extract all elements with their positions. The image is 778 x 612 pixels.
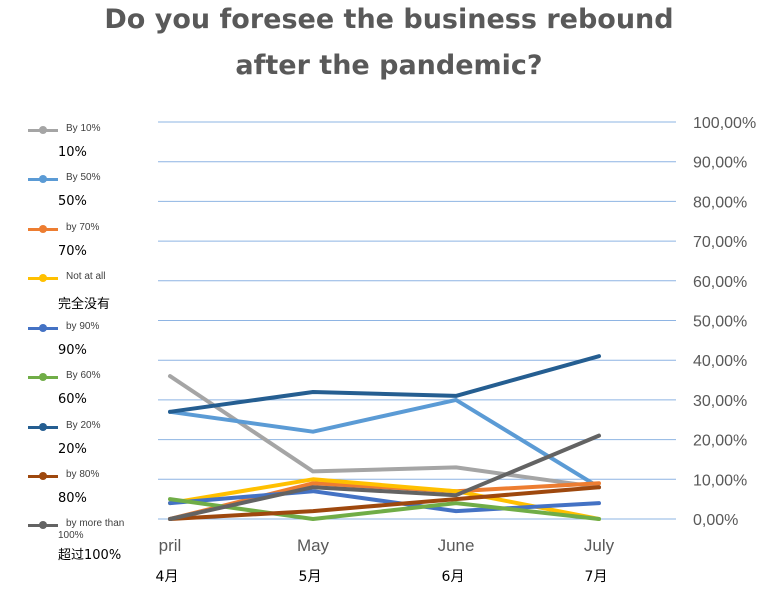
- legend-marker: [39, 472, 47, 480]
- legend-sublabel: 60%: [58, 392, 87, 407]
- y-tick-label: 0,00%: [693, 512, 738, 529]
- legend-label: By 50%: [66, 172, 101, 183]
- legend-marker: [39, 324, 47, 332]
- y-tick-label: 90,00%: [693, 155, 747, 172]
- series-line-7: [168, 354, 601, 414]
- x-tick-label: May: [297, 536, 330, 555]
- legend-sublabel: 80%: [58, 491, 87, 506]
- legend-marker: [39, 423, 47, 431]
- legend-marker: [39, 274, 47, 282]
- legend-marker: [39, 225, 47, 233]
- series-line-5: [168, 489, 601, 514]
- x-tick-sublabel: 5月: [299, 569, 322, 585]
- legend-label: Not at all: [66, 271, 106, 282]
- legend-sublabel: 完全没有: [58, 297, 111, 312]
- legend-label: By 60%: [66, 370, 101, 381]
- legend-marker: [39, 521, 47, 529]
- y-tick-label: 60,00%: [693, 274, 747, 291]
- y-tick-label: 80,00%: [693, 194, 747, 211]
- series-line-8: [168, 485, 601, 521]
- x-tick-label: July: [584, 536, 615, 555]
- legend-label: by 70%: [66, 222, 100, 233]
- legend-marker: [39, 175, 47, 183]
- x-tick-sublabel: 7月: [585, 569, 608, 585]
- y-tick-label: 70,00%: [693, 234, 747, 251]
- legend-sublabel: 90%: [58, 343, 87, 358]
- x-tick-label: June: [438, 536, 475, 555]
- legend-sublabel: 10%: [58, 145, 87, 160]
- x-tick-label: pril: [159, 536, 182, 555]
- legend-marker: [39, 373, 47, 381]
- y-tick-label: 40,00%: [693, 353, 747, 370]
- y-tick-label: 20,00%: [693, 433, 747, 450]
- legend-label: by more than: [66, 518, 125, 529]
- chart-title-line-2: after the pandemic?: [235, 50, 543, 81]
- y-tick-label: 50,00%: [693, 314, 747, 331]
- legend-label: By 10%: [66, 123, 101, 134]
- legend-marker: [39, 126, 47, 134]
- legend-label-continued: 100%: [58, 530, 84, 541]
- legend-label: by 80%: [66, 469, 100, 480]
- y-tick-label: 100,00%: [693, 115, 756, 132]
- legend-sublabel: 50%: [58, 194, 87, 209]
- x-tick-sublabel: 4月: [156, 569, 179, 585]
- series-line-9: [168, 433, 601, 521]
- legend-label: by 90%: [66, 321, 100, 332]
- series-line-2: [168, 397, 601, 490]
- y-tick-label: 10,00%: [693, 472, 747, 489]
- y-tick-label: 30,00%: [693, 393, 747, 410]
- series-line-6: [168, 497, 601, 521]
- legend-sublabel: 超过100%: [58, 548, 122, 563]
- legend-sublabel: 70%: [58, 244, 87, 259]
- chart-title-line-1: Do you foresee the business rebound: [104, 4, 674, 35]
- x-tick-sublabel: 6月: [442, 569, 465, 585]
- legend-sublabel: 20%: [58, 442, 87, 457]
- legend-label: By 20%: [66, 420, 101, 431]
